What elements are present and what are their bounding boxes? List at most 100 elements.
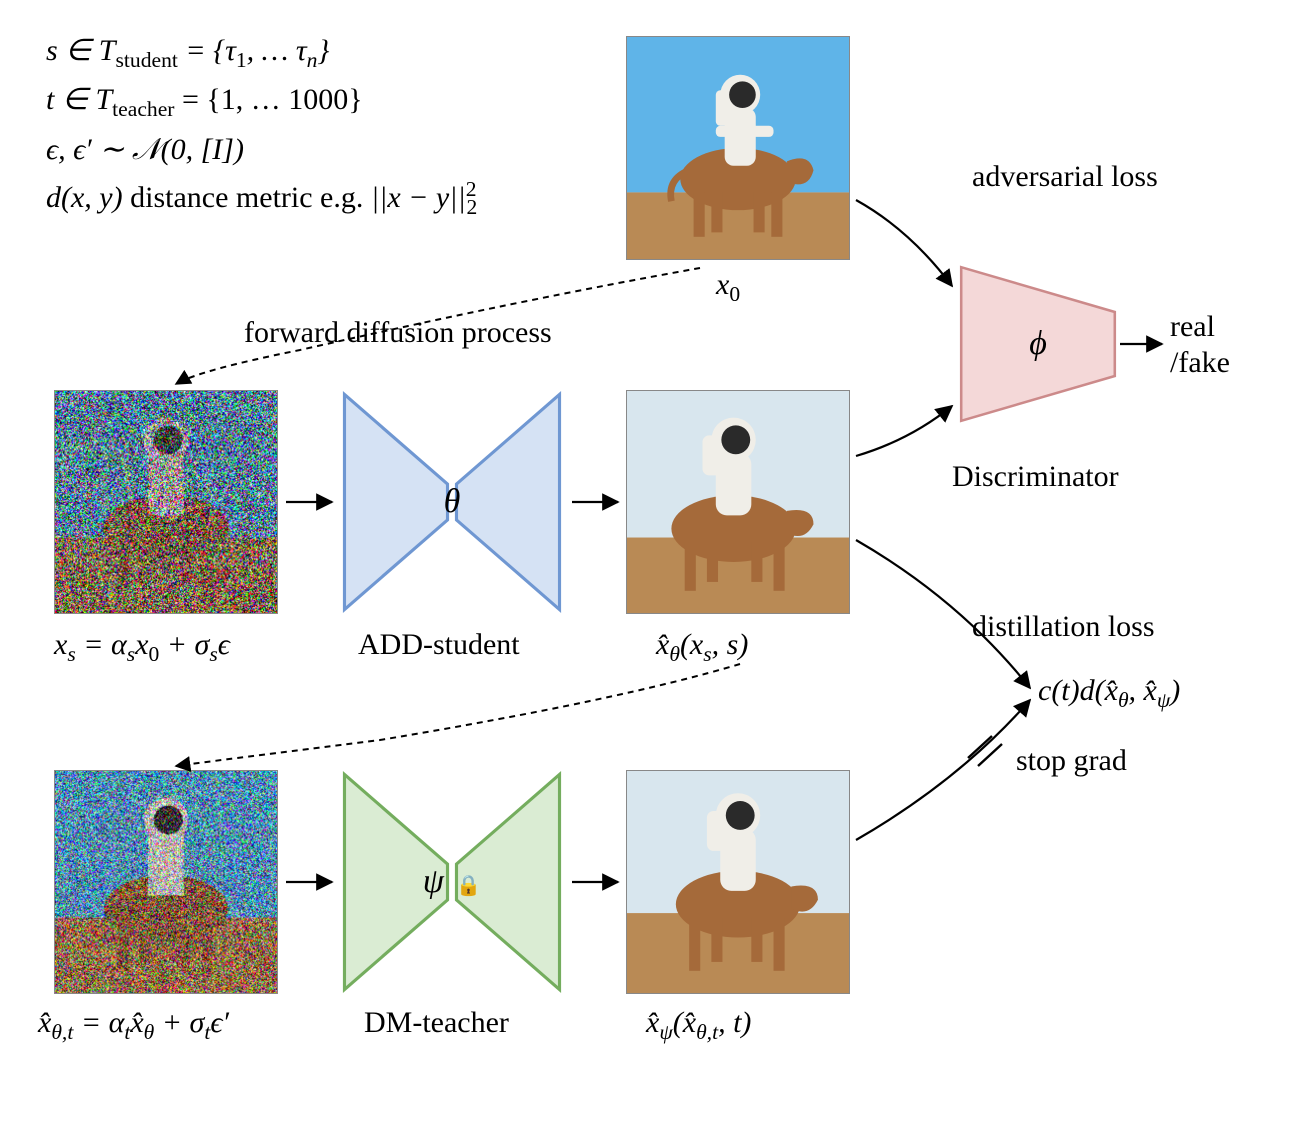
f1-sub: student [116, 48, 178, 72]
xhat-t-argssub: s [703, 642, 711, 666]
dm-teacher-network: ψ 🔒 [340, 770, 564, 994]
dist-text: distillation loss [972, 610, 1155, 643]
stop-grad-label: stop grad [1016, 744, 1127, 778]
fd-text: forward diffusion process [244, 316, 552, 349]
disc-text: Discriminator [952, 460, 1119, 493]
adv-text: adversarial loss [972, 160, 1158, 193]
f3: ϵ, ϵ′ ∼ 𝒩(0, [I]) [46, 133, 244, 166]
xtt-eps: ϵ′ [210, 1006, 229, 1039]
adversarial-loss-label: adversarial loss [972, 160, 1158, 194]
f1-tau1: 1 [236, 48, 247, 72]
de-pre: c(t)d(x̂ [1038, 674, 1118, 707]
f4-norm: ||x − y|| [371, 181, 466, 214]
f1-mid: , … τ [247, 34, 307, 67]
f1-post: = {τ [178, 34, 236, 67]
psi-char: ψ [423, 863, 444, 900]
f1-pre: s ∈ T [46, 34, 116, 67]
f1-end: } [317, 34, 329, 67]
x0-sub: 0 [729, 282, 740, 306]
f4-text: distance metric e.g. [123, 181, 371, 214]
f2-post: = {1, … 1000} [174, 83, 362, 116]
noise-canvas-xthetat [55, 771, 277, 993]
xhat-t-argsend: , s) [712, 628, 749, 661]
stopgrad-text: stop grad [1016, 744, 1127, 777]
xhp-argsend: , t) [718, 1006, 751, 1039]
distillation-equation: c(t)d(x̂θ, x̂ψ) [1038, 674, 1180, 713]
xs-sigmasub: s [209, 642, 217, 666]
xs-rhs: = α [76, 628, 127, 661]
x0-image [626, 36, 850, 260]
stopgrad-slash-2 [978, 744, 1002, 766]
theta-symbol: θ [444, 483, 461, 521]
f2-pre: t ∈ T [46, 83, 112, 116]
astronaut-illustration-teacher-out [627, 771, 849, 993]
xhp-sub: ψ [659, 1020, 672, 1044]
xhat-psi-image [626, 770, 850, 994]
arrow-xhatt-to-distill [856, 700, 1030, 840]
add-student-caption: ADD-student [358, 628, 520, 662]
xs-mid: x [135, 628, 148, 661]
f4-pre: d(x, y) [46, 181, 123, 214]
forward-diffusion-label: forward diffusion process [244, 316, 552, 350]
psi-symbol: ψ 🔒 [423, 863, 482, 901]
de-end: ) [1170, 674, 1180, 707]
xs-sub: s [67, 642, 75, 666]
xhat-theta-image [626, 390, 850, 614]
f2-sub: teacher [112, 97, 174, 121]
xs-alphasub: s [127, 642, 135, 666]
xhat-theta-caption: x̂θ(xs, s) [656, 628, 748, 667]
xtt-sub1: θ,t [51, 1020, 73, 1044]
xtt-midsub: θ [144, 1020, 155, 1044]
arrow-x0-to-disc [856, 200, 952, 286]
real-text: real [1170, 310, 1215, 343]
add-student-network: θ [340, 390, 564, 614]
arrow-xhat-to-disc [856, 406, 952, 456]
xs-eps: ϵ [218, 628, 230, 661]
formula-line-4: d(x, y) distance metric e.g. ||x − y||22 [46, 173, 477, 224]
xtt-plus: + σ [154, 1006, 204, 1039]
stopgrad-slash-1 [968, 736, 992, 758]
real-label: real [1170, 310, 1215, 344]
xhat-psi-caption: x̂ψ(x̂θ,t, t) [646, 1006, 751, 1045]
formula-line-2: t ∈ Tteacher = {1, … 1000} [46, 77, 477, 126]
xtt-eq: = α [73, 1006, 124, 1039]
stud-text: ADD-student [358, 628, 520, 661]
xs-image [54, 390, 278, 614]
f1-taun: n [307, 48, 318, 72]
fake-text: /fake [1170, 346, 1230, 379]
noise-canvas-xs [55, 391, 277, 613]
discriminator-network: ϕ [958, 254, 1118, 434]
xhp-argssub: θ,t [696, 1020, 718, 1044]
xthetat-caption: x̂θ,t = αtx̂θ + σtϵ′ [38, 1006, 229, 1045]
de-sub2: ψ [1157, 688, 1170, 712]
xs-x: x [54, 628, 67, 661]
xtt-pre: x̂ [38, 1006, 51, 1039]
formula-line-3: ϵ, ϵ′ ∼ 𝒩(0, [I]) [46, 127, 477, 174]
xhat-t-args1: (x [680, 628, 703, 661]
arrow-xhat-to-xtt [176, 664, 740, 766]
phi-symbol: ϕ [1029, 325, 1047, 363]
dm-teacher-caption: DM-teacher [364, 1006, 509, 1040]
astronaut-illustration-student-out [627, 391, 849, 613]
xhat-tsub: θ [669, 642, 680, 666]
formula-block: s ∈ Tstudent = {τ1, … τn} t ∈ Tteacher =… [46, 28, 477, 225]
discriminator-label: Discriminator [952, 460, 1119, 494]
teach-text: DM-teacher [364, 1006, 509, 1039]
x0-sym: x [716, 268, 729, 301]
xs-x0sub: 0 [148, 642, 159, 666]
de-sub1: θ [1118, 688, 1129, 712]
xhat-t: x̂ [656, 628, 669, 661]
x0-caption: x0 [716, 268, 740, 307]
astronaut-illustration-x0 [627, 37, 849, 259]
fake-label: /fake [1170, 346, 1230, 380]
de-mid: , x̂ [1129, 674, 1157, 707]
xs-caption: xs = αsx0 + σsϵ [54, 628, 230, 667]
distillation-loss-label: distillation loss [972, 610, 1155, 644]
xthetat-image [54, 770, 278, 994]
xtt-mid: x̂ [130, 1006, 143, 1039]
formula-line-1: s ∈ Tstudent = {τ1, … τn} [46, 28, 477, 77]
f4-subnorm: 2 [467, 195, 478, 219]
xhp: x̂ [646, 1006, 659, 1039]
lock-icon: 🔒 [456, 875, 481, 897]
xhp-args1: (x̂ [673, 1006, 696, 1039]
